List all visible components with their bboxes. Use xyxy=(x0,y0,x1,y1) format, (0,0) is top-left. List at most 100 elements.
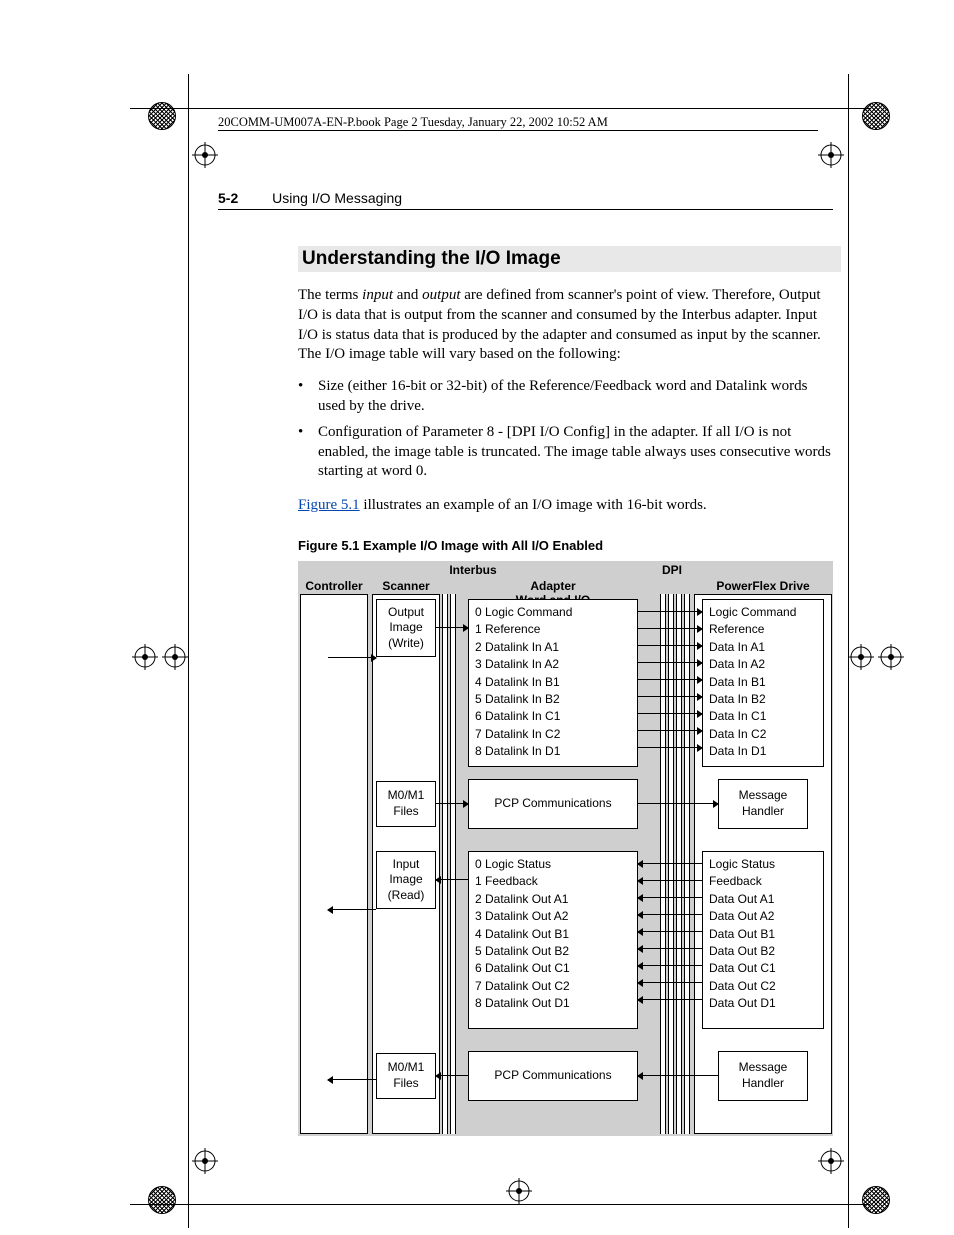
bullet-text-part: Configuration of xyxy=(318,424,422,440)
list-row: 3 Datalink Out A2 xyxy=(475,908,631,925)
list-row: 4 Datalink In B1 xyxy=(475,674,631,691)
arrow-icon xyxy=(328,657,376,658)
arrow-icon xyxy=(638,628,702,629)
bullet-list: • Size (either 16-bit or 32-bit) of the … xyxy=(298,377,833,482)
para-italic: output xyxy=(422,287,460,303)
drive-output-list: Logic CommandReferenceData In A1 Data In … xyxy=(702,599,824,767)
list-row: 6 Datalink In C1 xyxy=(475,708,631,725)
para-italic: input xyxy=(362,287,393,303)
list-row: Data Out C2 xyxy=(709,978,817,995)
bullet-dot-icon: • xyxy=(298,423,318,482)
arrow-icon xyxy=(638,747,702,748)
header-rule xyxy=(218,130,818,131)
para-text: The terms xyxy=(298,287,362,303)
output-image-box: Output Image (Write) xyxy=(376,599,436,657)
arrow-icon xyxy=(436,803,468,804)
arrow-icon xyxy=(638,696,702,697)
hatch-circle-icon xyxy=(148,1186,176,1214)
crop-tick xyxy=(130,1204,150,1205)
list-row: Logic Command xyxy=(709,604,817,621)
list-row: 0 Logic Command xyxy=(475,604,631,621)
list-row: 1 Feedback xyxy=(475,873,631,890)
list-row: Data In D1 xyxy=(709,743,817,760)
crop-tick xyxy=(848,74,849,94)
para-text: and xyxy=(393,287,422,303)
list-row: Reference xyxy=(709,621,817,638)
figure-caption: Figure 5.1 Example I/O Image with All I/… xyxy=(298,538,833,553)
arrow-icon xyxy=(638,803,718,804)
arrow-icon xyxy=(638,999,702,1000)
list-row: Data Out A1 xyxy=(709,891,817,908)
arrow-icon xyxy=(638,1075,718,1076)
m0m1-box-2: M0/M1 Files xyxy=(376,1053,436,1099)
list-row: 4 Datalink Out B1 xyxy=(475,926,631,943)
crop-line xyxy=(150,1204,850,1205)
registration-mark-icon xyxy=(192,1148,218,1174)
list-row: 0 Logic Status xyxy=(475,856,631,873)
running-title: Using I/O Messaging xyxy=(272,190,402,206)
paragraph-2: Figure 5.1 illustrates an example of an … xyxy=(298,496,833,516)
list-row: 5 Datalink In B2 xyxy=(475,691,631,708)
arrow-icon xyxy=(638,863,702,864)
crop-tick xyxy=(188,74,189,94)
arrow-icon xyxy=(638,897,702,898)
list-row: 5 Datalink Out B2 xyxy=(475,943,631,960)
bullet-text: Configuration of Parameter 8 - [DPI I/O … xyxy=(318,423,833,482)
adapter-input-list: 0 Logic Status1 Feedback2 Datalink Out A… xyxy=(468,851,638,1029)
crop-line xyxy=(150,108,850,109)
pcp-box-1: PCP Communications xyxy=(468,779,638,829)
list-row: Data Out B1 xyxy=(709,926,817,943)
rail xyxy=(442,594,448,1134)
hatch-circle-icon xyxy=(862,102,890,130)
arrow-icon xyxy=(328,1079,376,1080)
bullet-item: • Configuration of Parameter 8 - [DPI I/… xyxy=(298,423,833,482)
msg-handler-2: Message Handler xyxy=(718,1051,808,1101)
para-text: illustrates an example of an I/O image w… xyxy=(360,497,707,513)
rail xyxy=(668,594,674,1134)
registration-mark-icon xyxy=(506,1178,532,1204)
list-row: Data In A1 xyxy=(709,639,817,656)
hatch-circle-icon xyxy=(862,1186,890,1214)
figure-link[interactable]: Figure 5.1 xyxy=(298,497,360,513)
rail xyxy=(676,594,682,1134)
list-row: 7 Datalink In C2 xyxy=(475,726,631,743)
page-number: 5-2 xyxy=(218,190,238,206)
list-row: 2 Datalink Out A1 xyxy=(475,891,631,908)
page: 20COMM-UM007A-EN-P.book Page 2 Tuesday, … xyxy=(0,0,954,1235)
crop-tick xyxy=(848,1210,849,1228)
arrow-icon xyxy=(638,948,702,949)
list-row: Feedback xyxy=(709,873,817,890)
arrow-icon xyxy=(638,880,702,881)
list-row: Data In B2 xyxy=(709,691,817,708)
list-row: Data Out D1 xyxy=(709,995,817,1012)
drive-input-list: Logic StatusFeedbackData Out A1Data Out … xyxy=(702,851,824,1029)
list-row: 2 Datalink In A1 xyxy=(475,639,631,656)
rail xyxy=(660,594,666,1134)
rail xyxy=(450,594,456,1134)
scanner-label: Scanner xyxy=(376,579,436,593)
list-row: Data In C2 xyxy=(709,726,817,743)
list-row: 1 Reference xyxy=(475,621,631,638)
list-row: Data Out A2 xyxy=(709,908,817,925)
bullet-dot-icon: • xyxy=(298,377,318,417)
registration-mark-icon xyxy=(192,142,218,168)
adapter-output-list: 0 Logic Command1 Reference2 Datalink In … xyxy=(468,599,638,767)
list-row: 6 Datalink Out C1 xyxy=(475,960,631,977)
input-image-box: Input Image (Read) xyxy=(376,851,436,909)
arrow-icon xyxy=(638,982,702,983)
registration-mark-icon xyxy=(818,142,844,168)
arrow-icon xyxy=(638,611,702,612)
list-row: 8 Datalink In D1 xyxy=(475,743,631,760)
arrow-icon xyxy=(638,645,702,646)
registration-mark-icon xyxy=(848,644,874,670)
msg-handler-1: Message Handler xyxy=(718,779,808,829)
arrow-icon xyxy=(638,662,702,663)
crop-tick xyxy=(188,1210,189,1228)
content-area: 5-2 Using I/O Messaging Understanding th… xyxy=(218,190,833,1136)
dpi-label: DPI xyxy=(652,563,692,577)
controller-label: Controller xyxy=(300,579,368,593)
list-row: 8 Datalink Out D1 xyxy=(475,995,631,1012)
list-row: 7 Datalink Out C2 xyxy=(475,978,631,995)
arrow-icon xyxy=(436,1075,468,1076)
drive-label: PowerFlex Drive xyxy=(698,579,828,593)
